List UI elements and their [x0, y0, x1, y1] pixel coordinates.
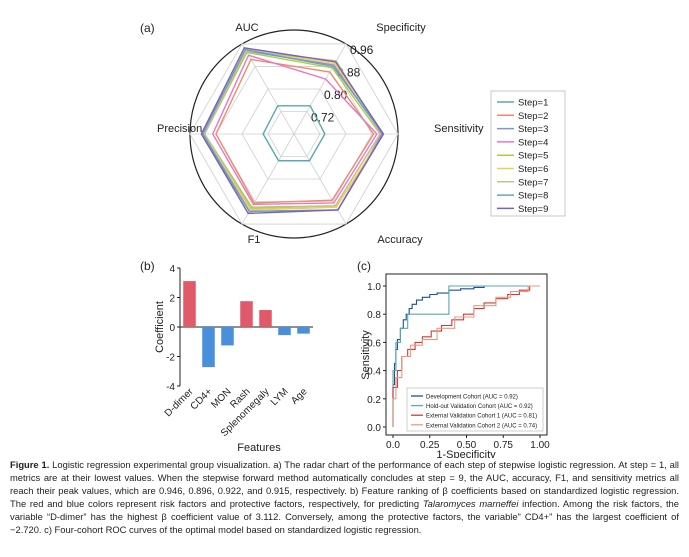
- radar-legend-label: Step=1: [518, 98, 548, 109]
- radar-tick-label: 0.72: [311, 110, 335, 124]
- roc-legend-label: External Validation Cohort 2 (AUC = 0.74…: [426, 423, 537, 429]
- radar-legend-label: Step=7: [518, 177, 548, 188]
- radar-legend-label: Step=3: [518, 124, 548, 135]
- roc-curve-2: [392, 285, 540, 427]
- caption-italic: Talaromyces marneffei: [422, 498, 519, 509]
- panel-label-b: (b): [140, 259, 155, 273]
- radar-series-polygon: [203, 50, 381, 210]
- radar-axis-label: Precision: [157, 123, 202, 135]
- radar-spoke: [293, 133, 347, 225]
- bar-category-label: LYM: [269, 386, 291, 408]
- radar-legend-label: Step=6: [518, 164, 548, 175]
- roc-y-tick-label: 0.4: [367, 367, 381, 378]
- radar-tick-label: 0.96: [350, 43, 374, 57]
- radar-axis-label: Accuracy: [377, 234, 423, 246]
- roc-y-tick-label: 0.6: [367, 338, 381, 349]
- roc-x-tick-label: 0.75: [494, 440, 514, 451]
- roc-x-tick-label: 0.25: [420, 440, 440, 451]
- bar-mon: [221, 327, 234, 346]
- bar-splenomegaly: [259, 310, 272, 327]
- coefficient-bar-chart: -4-2024D-dimerCD4+MONRashSplenomegalyLYM…: [154, 264, 313, 454]
- roc-y-tick-label: 0.8: [367, 310, 381, 321]
- bar-age: [297, 327, 310, 334]
- radar-axis-label: F1: [248, 234, 261, 246]
- roc-legend-label: Hold-out Validation Cohort (AUC = 0.92): [426, 404, 533, 410]
- roc-y-tick-label: 0.2: [367, 395, 381, 406]
- roc-curve-1: [392, 285, 496, 427]
- roc-y-tick-label: 0.0: [367, 423, 381, 434]
- roc-curve-4: [392, 285, 540, 427]
- roc-x-axis-label: 1-Specificity: [436, 449, 496, 458]
- caption-part-1: Logistic regression experimental group v…: [10, 459, 679, 509]
- roc-chart: 0.0 0.25 0.50 0.75 1.00 0.0 0.2 0.4 0.6 0.8 1.0 Dev…: [360, 273, 550, 458]
- bar-cd4-: [202, 327, 215, 368]
- bar-category-label: CD4+: [189, 386, 215, 412]
- bar-category-label: MON: [209, 386, 233, 410]
- bar-y-tick-label: 0: [169, 323, 175, 334]
- radar-legend-label: Step=8: [518, 191, 548, 202]
- roc-y-axis-label: Sensitivity: [360, 330, 372, 380]
- radar-legend-label: Step=4: [518, 137, 548, 148]
- bar-y-tick-label: 2: [169, 294, 175, 305]
- caption-part-2: infection. Among the risk factors, the v…: [10, 498, 679, 535]
- radar-series-polygon: [262, 105, 326, 162]
- radar-series-polygon: [200, 47, 385, 215]
- bar-y-tick-label: -2: [166, 353, 175, 364]
- radar-legend-label: Step=2: [518, 111, 548, 122]
- radar-legend-label: Step=5: [518, 151, 548, 162]
- bar-y-tick-label: 4: [169, 264, 175, 275]
- radar-axis-label: AUC: [235, 22, 258, 34]
- radar-series-polygon: [211, 54, 378, 206]
- radar-axis-label: Specificity: [376, 22, 426, 34]
- radar-axis-label: Sensitivity: [434, 123, 484, 135]
- radar-series-polygon: [215, 58, 375, 204]
- bar-y-axis-label: Coefficient: [154, 301, 166, 353]
- radar-tick-label: 0.80: [324, 88, 348, 102]
- bar-x-axis-label: Features: [237, 442, 281, 454]
- caption-head: Figure 1.: [10, 459, 50, 470]
- bar-rash: [240, 301, 253, 327]
- roc-legend-label: Development Cohort (AUC = 0.92): [426, 395, 518, 401]
- bar-d-dimer: [183, 281, 196, 327]
- roc-x-tick-label: 0.50: [457, 440, 477, 451]
- roc-legend-label: External Validation Cohort 1 (AUC = 0.81…: [426, 414, 537, 420]
- roc-legend: [406, 387, 544, 432]
- bar-category-label: Age: [289, 386, 310, 407]
- bar-lym: [278, 327, 291, 336]
- panel-label-a: (a): [140, 21, 155, 35]
- radar-spoke: [293, 43, 347, 135]
- roc-y-tick-label: 1.0: [367, 282, 381, 293]
- roc-x-tick-label: 0.0: [386, 440, 400, 451]
- bar-y-tick-label: -4: [166, 382, 175, 393]
- roc-x-tick-label: 1.00: [530, 440, 550, 451]
- radar-legend-label: Step=9: [518, 204, 548, 215]
- figure-caption: Figure 1. Logistic regression experiment…: [10, 458, 679, 536]
- panel-label-c: (c): [357, 259, 371, 273]
